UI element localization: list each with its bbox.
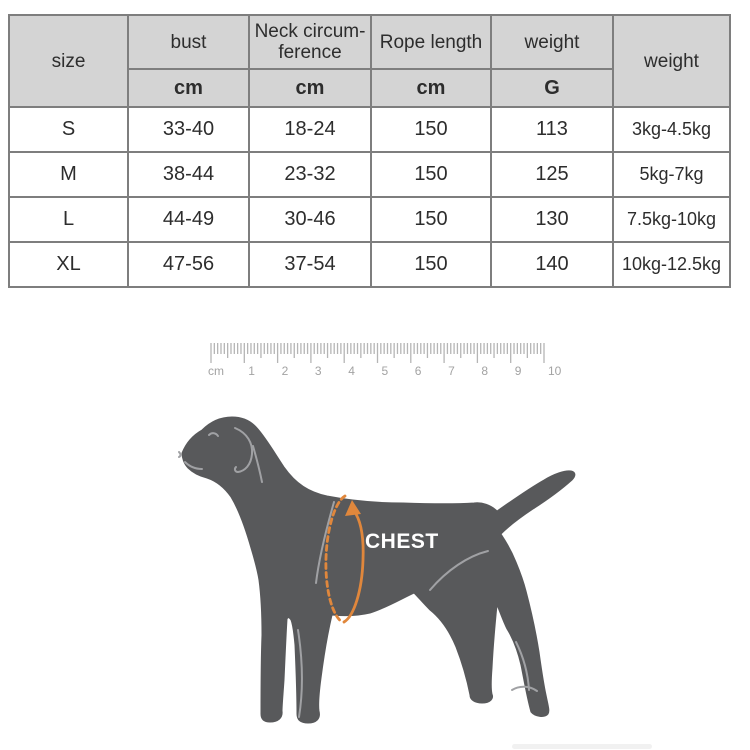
bust-cell: 33-40 <box>127 106 250 153</box>
col-header-bust: bust <box>127 14 250 70</box>
weight-g-cell: 130 <box>490 196 614 243</box>
svg-text:7: 7 <box>448 364 455 378</box>
rope-cell: 150 <box>370 196 492 243</box>
bust-cell: 44-49 <box>127 196 250 243</box>
table-row-xl: XL 47-56 37-54 150 140 10kg-12.5kg <box>8 241 731 288</box>
chest-measure-ellipse <box>324 494 365 624</box>
weight-g-cell: 125 <box>490 151 614 198</box>
svg-text:6: 6 <box>415 364 422 378</box>
col-header-weight-range: weight <box>612 14 731 108</box>
size-cell: S <box>8 106 129 153</box>
col-header-rope-length: Rope length <box>370 14 492 70</box>
unit-weight-g: G <box>490 68 614 108</box>
size-cell: XL <box>8 241 129 288</box>
rope-cell: 150 <box>370 241 492 288</box>
svg-text:9: 9 <box>515 364 522 378</box>
neck-cell: 30-46 <box>248 196 372 243</box>
svg-text:1: 1 <box>248 364 255 378</box>
col-header-weight-g: weight <box>490 14 614 70</box>
weight-range-cell: 3kg-4.5kg <box>612 106 731 153</box>
svg-text:3: 3 <box>315 364 322 378</box>
col-header-neck-line1: Neck circum- <box>254 21 366 42</box>
neck-cell: 23-32 <box>248 151 372 198</box>
dog-measurement-diagram: CHEST <box>178 416 576 724</box>
weight-range-cell: 7.5kg-10kg <box>612 196 731 243</box>
bust-cell: 38-44 <box>127 151 250 198</box>
weight-g-cell: 113 <box>490 106 614 153</box>
svg-text:8: 8 <box>481 364 488 378</box>
dog-silhouette <box>181 416 576 724</box>
col-header-size: size <box>8 14 129 108</box>
arrow-head <box>345 500 361 516</box>
weight-range-cell: 10kg-12.5kg <box>612 241 731 288</box>
table-row-l: L 44-49 30-46 150 130 7.5kg-10kg <box>8 196 731 243</box>
col-header-neck-line2: ference <box>278 42 342 63</box>
svg-text:4: 4 <box>348 364 355 378</box>
ruler-numbers: 1 2 3 4 5 6 7 8 9 10 <box>248 364 561 378</box>
rope-cell: 150 <box>370 151 492 198</box>
size-chart-table: size bust Neck circum-ference Rope lengt… <box>8 14 731 288</box>
size-cell: M <box>8 151 129 198</box>
svg-text:2: 2 <box>282 364 289 378</box>
neck-cell: 37-54 <box>248 241 372 288</box>
rope-cell: 150 <box>370 106 492 153</box>
chest-label: CHEST <box>365 530 439 553</box>
header-row-labels: size bust Neck circum-ference Rope lengt… <box>8 14 731 108</box>
table-row-m: M 38-44 23-32 150 125 5kg-7kg <box>8 151 731 198</box>
svg-text:10: 10 <box>548 364 562 378</box>
header-row-units: cm cm cm G <box>9 68 730 108</box>
col-header-neck: Neck circum-ference <box>248 14 372 70</box>
weight-range-cell: 5kg-7kg <box>612 151 731 198</box>
size-cell: L <box>8 196 129 243</box>
ruler-unit-label: cm <box>208 364 224 378</box>
ruler-illustration: 1 2 3 4 5 6 7 8 9 10 cm <box>208 343 562 378</box>
unit-rope-cm: cm <box>370 68 492 108</box>
dog-highlight-strokes <box>178 427 538 718</box>
ruler-ticks <box>210 343 545 363</box>
bust-cell: 47-56 <box>127 241 250 288</box>
svg-text:5: 5 <box>382 364 389 378</box>
unit-bust-cm: cm <box>127 68 250 108</box>
weight-g-cell: 140 <box>490 241 614 288</box>
table-row-s: S 33-40 18-24 150 113 3kg-4.5kg <box>8 106 731 153</box>
unit-neck-cm: cm <box>248 68 372 108</box>
ground-shadow <box>512 744 652 749</box>
neck-cell: 18-24 <box>248 106 372 153</box>
